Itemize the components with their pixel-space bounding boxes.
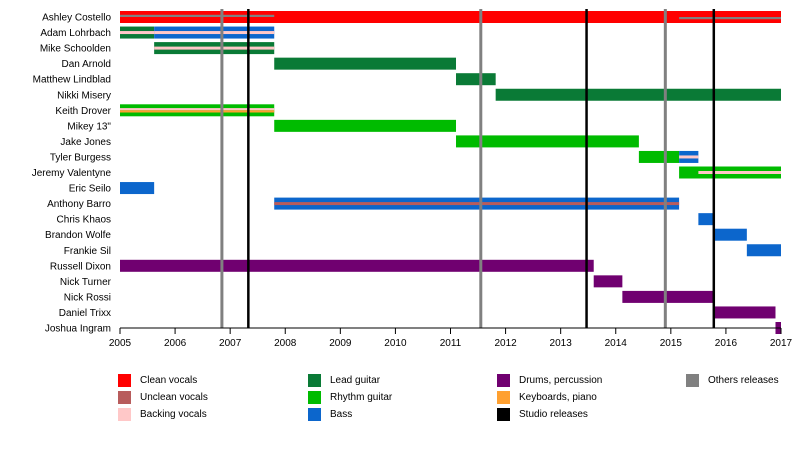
member-bar-stripe [154, 46, 275, 50]
member-name: Tyler Burgess [50, 152, 111, 163]
member-name: Matthew Lindblad [33, 75, 111, 86]
member-name: Nikki Misery [57, 90, 111, 101]
x-axis: 2005 2006 2007 2008 2009 2010 2011 2012 2013 2014… [109, 327, 793, 349]
member-name: Joshua Ingram [45, 324, 111, 335]
member-name: Mikey 13" [67, 121, 111, 132]
member-name: Keith Drover [55, 106, 111, 117]
member-bar [622, 290, 715, 303]
member-bar [274, 119, 457, 132]
member-bar-stripe [120, 14, 275, 17]
member-name: Brandon Wolfe [45, 230, 111, 241]
member-bar-stripe [120, 110, 275, 113]
x-tick-label: 2010 [384, 338, 407, 349]
member-bar [638, 150, 680, 163]
member-bar-stripes [120, 14, 781, 206]
x-tick-label: 2014 [605, 338, 628, 349]
member-name: Jeremy Valentyne [32, 168, 112, 179]
member-bar [714, 306, 776, 319]
member-bar-stripe [120, 108, 275, 111]
member-bar [120, 182, 155, 195]
member-bar [120, 11, 781, 23]
x-tick-label: 2016 [715, 338, 738, 349]
x-tick-label: 2007 [219, 338, 242, 349]
member-name: Daniel Trixx [59, 308, 111, 319]
x-tick-label: 2012 [494, 338, 517, 349]
x-tick-label: 2006 [164, 338, 187, 349]
member-name: Anthony Barro [47, 199, 111, 210]
member-bar [120, 259, 594, 272]
member-name: Jake Jones [60, 137, 111, 148]
member-bar [698, 213, 715, 226]
member-name: Russell Dixon [50, 261, 111, 272]
x-tick-label: 2015 [660, 338, 683, 349]
member-bar [495, 88, 781, 101]
member-name: Nick Turner [60, 277, 112, 288]
member-bar [593, 275, 623, 288]
x-tick-label: 2013 [550, 338, 573, 349]
member-name: Frankie Sil [64, 246, 111, 257]
member-bar-stripe [679, 155, 699, 159]
member-bar-stripe [679, 17, 781, 20]
x-tick-label: 2017 [770, 338, 793, 349]
member-bar [456, 135, 639, 148]
member-bar [714, 228, 747, 241]
member-name: Eric Seilo [69, 184, 112, 195]
x-tick-label: 2008 [274, 338, 297, 349]
member-bar-stripe [698, 171, 781, 174]
x-tick-label: 2009 [329, 338, 352, 349]
member-name: Adam Lohrbach [40, 28, 111, 39]
member-bar-stripe [274, 202, 680, 206]
member-names: Ashley Costello Adam Lohrbach Mike Schoold… [32, 13, 112, 335]
member-name: Mike Schoolden [40, 44, 111, 55]
x-tick-label: 2011 [440, 338, 462, 349]
member-name: Nick Rossi [64, 292, 111, 303]
x-tick-label: 2005 [109, 338, 132, 349]
member-name: Ashley Costello [42, 13, 111, 24]
member-bar [456, 73, 496, 86]
member-bars [120, 11, 781, 334]
member-name: Dan Arnold [62, 59, 111, 70]
member-name: Chris Khaos [57, 215, 111, 226]
member-bar-stripe [120, 31, 155, 35]
member-bar [746, 244, 781, 257]
release-lines [220, 9, 716, 328]
member-bar [274, 57, 457, 70]
member-bar-stripe [154, 31, 275, 35]
